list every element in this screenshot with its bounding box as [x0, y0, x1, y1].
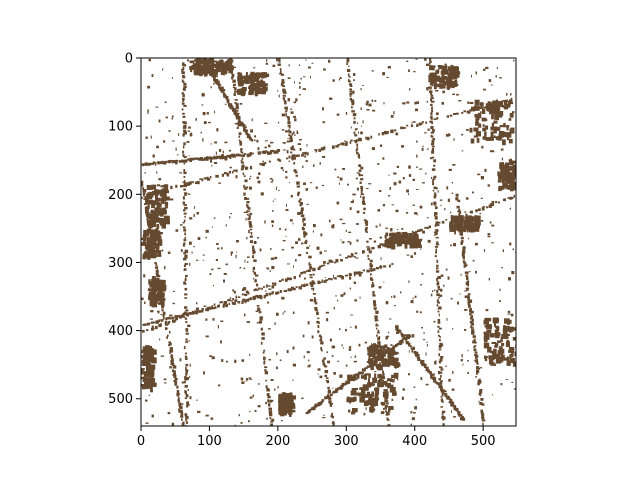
heatmap-image	[141, 58, 516, 426]
x-tick-label: 300	[334, 434, 359, 449]
y-tick-label: 0	[125, 52, 133, 67]
mask-layer	[141, 58, 516, 426]
y-tick-label: 300	[108, 256, 133, 271]
y-axis: 0 100 200 300 400 500	[108, 52, 141, 407]
x-tick-label: 200	[265, 434, 290, 449]
x-tick-label: 0	[137, 434, 145, 449]
x-axis: 0 100 200 300 400 500	[137, 426, 496, 449]
x-tick-label: 400	[402, 434, 427, 449]
x-tick-label: 500	[471, 434, 496, 449]
y-tick-label: 400	[108, 324, 133, 339]
y-tick-label: 500	[108, 392, 133, 407]
y-tick-label: 200	[108, 188, 133, 203]
x-tick-label: 100	[197, 434, 222, 449]
y-tick-label: 100	[108, 120, 133, 135]
image-background	[141, 58, 516, 426]
axes-frame	[140, 57, 517, 427]
